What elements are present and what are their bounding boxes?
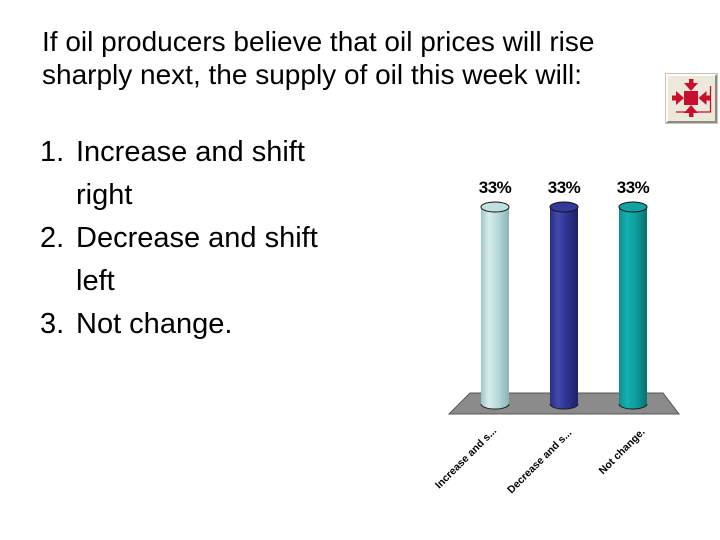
question-title-line-2: sharply next, the supply of oil this wee… [42, 59, 583, 90]
chart-bar-body [481, 207, 509, 409]
chart-bar-bottom-edge [480, 403, 510, 410]
chart-bar-top [480, 201, 510, 213]
option-text-line: left [76, 265, 115, 297]
answer-option-3: 3. Not change. [40, 303, 400, 346]
chart-bar-bottom-edge [618, 403, 648, 410]
bar-category-label: Increase and s... [433, 425, 500, 492]
chart-floor [447, 392, 681, 415]
bar-category-label: Decrease and s... [505, 427, 575, 497]
bar-value-label: 33% [547, 178, 581, 197]
question-title: If oil producers believe that oil prices… [42, 25, 662, 91]
answer-option-2: 2. Decrease and shift left [40, 217, 400, 303]
chart-bar-body [550, 207, 578, 409]
option-text-line: Not change. [76, 308, 233, 340]
question-title-line-1: If oil producers believe that oil prices… [42, 26, 595, 57]
chart-bar-top [549, 201, 579, 213]
bar-value-label: 33% [616, 178, 650, 197]
option-number: 2. [40, 222, 65, 254]
option-text: Not change. [76, 303, 400, 346]
option-text-line: Decrease and shift [76, 222, 318, 254]
option-text: Increase and shift right [76, 131, 400, 217]
bar-value-label: 33% [478, 178, 512, 197]
chart-bar-bottom-edge [549, 403, 579, 410]
option-number: 3. [40, 308, 65, 340]
chart-bar-body [619, 207, 647, 409]
bar-category-label: Not change. [596, 426, 648, 477]
chart-bar-top [618, 201, 648, 213]
compress-arrows-icon [672, 79, 712, 117]
answer-options-list: 1. Increase and shift right 2. Decrease … [40, 131, 400, 346]
option-number: 1. [40, 136, 65, 168]
answer-option-1: 1. Increase and shift right [40, 131, 400, 217]
option-text: Decrease and shift left [76, 217, 400, 303]
response-indicator-button[interactable] [666, 74, 717, 123]
option-text-line: Increase and shift [76, 136, 305, 168]
chart-plot [447, 201, 681, 415]
option-text-line: right [76, 179, 133, 211]
